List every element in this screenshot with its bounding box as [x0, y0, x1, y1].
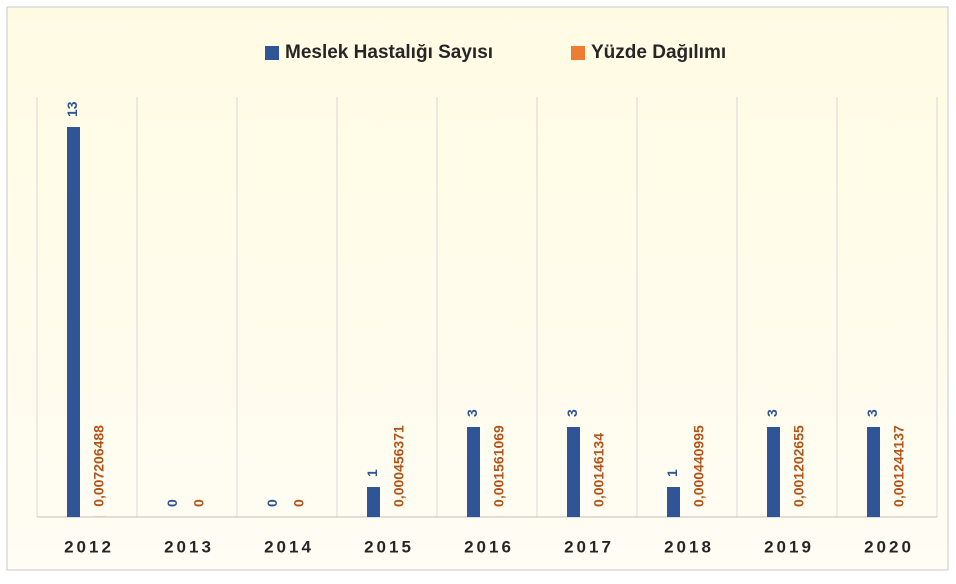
data-label: 0: [264, 499, 280, 507]
bar: [367, 487, 380, 517]
data-label: 0,007206488: [91, 425, 107, 507]
data-label: 1: [364, 469, 380, 477]
data-label: 0,001244137: [891, 425, 907, 507]
data-label: 0,00146134: [591, 433, 607, 507]
x-tick-label: 2017: [564, 537, 614, 556]
data-label: 3: [864, 409, 880, 417]
x-tick-label: 2012: [64, 537, 114, 556]
data-label: 3: [564, 409, 580, 417]
legend-label: Meslek Hastalığı Sayısı: [285, 42, 493, 63]
data-label: 3: [464, 409, 480, 417]
data-label: 0,001561069: [491, 425, 507, 507]
x-tick-label: 2018: [664, 537, 714, 556]
bar: [867, 427, 880, 517]
x-tick-label: 2014: [264, 537, 314, 556]
data-label: 0,000456371: [391, 425, 407, 507]
bar: [567, 427, 580, 517]
legend-swatch: [571, 46, 585, 60]
data-label: 0: [291, 499, 307, 507]
bar: [467, 427, 480, 517]
bar: [767, 427, 780, 517]
x-tick-label: 2020: [864, 537, 914, 556]
data-label: 0,001202655: [791, 425, 807, 507]
x-tick-label: 2019: [764, 537, 814, 556]
bar: [67, 127, 80, 517]
x-tick-label: 2013: [164, 537, 214, 556]
data-label: 1: [664, 469, 680, 477]
x-tick-label: 2015: [364, 537, 414, 556]
data-label: 13: [64, 101, 80, 117]
data-label: 3: [764, 409, 780, 417]
x-tick-label: 2016: [464, 537, 514, 556]
data-label: 0: [164, 499, 180, 507]
data-label: 0: [191, 499, 207, 507]
data-label: 0,000440995: [691, 425, 707, 507]
bar: [667, 487, 680, 517]
legend-swatch: [265, 46, 279, 60]
legend-label: Yüzde Dağılımı: [591, 42, 726, 63]
